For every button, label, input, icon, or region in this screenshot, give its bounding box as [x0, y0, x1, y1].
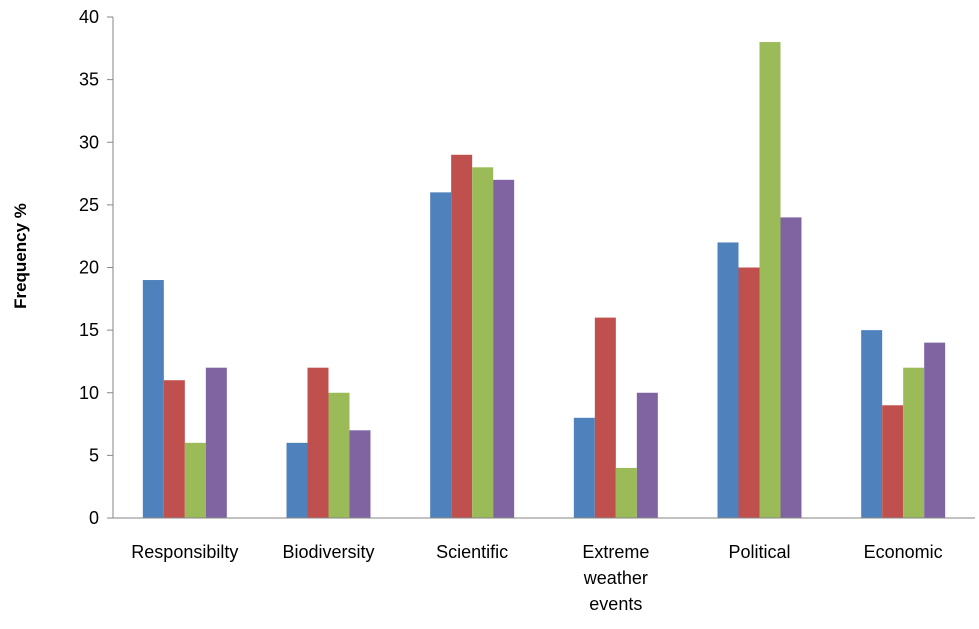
y-tick-label: 25: [79, 195, 99, 215]
x-category-label: Scientific: [436, 542, 508, 562]
x-category-label-line: weather: [583, 568, 648, 588]
bar-series-1-cat-2: [286, 442, 308, 518]
bar-series-3-cat-2: [328, 392, 350, 518]
x-category-label: Extreme weather events: [582, 542, 649, 614]
y-tick-label: 30: [79, 132, 99, 152]
x-category-label-line: Scientific: [436, 542, 508, 562]
bar-series-2-cat-1: [163, 380, 185, 518]
bar-series-1-cat-3: [430, 192, 452, 518]
x-category-label-line: Extreme: [582, 542, 649, 562]
bar-series-2-cat-6: [882, 405, 904, 518]
bar-series-4-cat-3: [493, 179, 515, 518]
bar-series-3-cat-3: [472, 167, 494, 519]
y-tick-label: 15: [79, 320, 99, 340]
bar-series-1-cat-4: [573, 417, 595, 518]
x-category-label-line: Responsibilty: [131, 542, 238, 562]
y-tick-label: 35: [79, 70, 99, 90]
bar-series-2-cat-3: [451, 154, 473, 518]
bar-series-4-cat-1: [205, 367, 227, 518]
y-tick-label: 0: [89, 508, 99, 528]
bar-series-4-cat-4: [636, 392, 658, 518]
x-category-label: Political: [728, 542, 790, 562]
bars: [142, 42, 946, 519]
x-category-label: Economic: [864, 542, 943, 562]
y-axis-ticks: 0 5 10 15 20 25 30 35 40: [79, 7, 113, 528]
y-tick-label: 40: [79, 7, 99, 27]
x-category-label: Biodiversity: [282, 542, 374, 562]
bar-series-2-cat-4: [594, 317, 616, 518]
x-category-label-line: Economic: [864, 542, 943, 562]
bar-series-3-cat-6: [903, 367, 925, 518]
y-axis-label: Frequency %: [11, 203, 30, 309]
bar-series-4-cat-2: [349, 430, 371, 518]
bar-series-4-cat-6: [924, 342, 946, 518]
bar-series-1-cat-1: [142, 280, 164, 518]
bar-series-3-cat-5: [759, 42, 781, 519]
y-tick-label: 20: [79, 258, 99, 278]
bar-series-2-cat-5: [738, 267, 760, 518]
x-category-label-line: events: [589, 594, 642, 614]
y-tick-label: 5: [89, 445, 99, 465]
bar-series-1-cat-6: [861, 330, 883, 518]
x-category-label-line: Political: [728, 542, 790, 562]
y-tick-label: 10: [79, 383, 99, 403]
bar-series-1-cat-5: [717, 242, 739, 518]
bar-series-2-cat-2: [307, 367, 329, 518]
bar-series-3-cat-1: [184, 442, 206, 518]
x-category-label: Responsibilty: [131, 542, 238, 562]
bar-series-4-cat-5: [780, 217, 802, 518]
bar-series-3-cat-4: [615, 467, 637, 518]
x-category-label-line: Biodiversity: [282, 542, 374, 562]
x-axis-labels: Responsibilty Biodiversity Scientific Extre…: [131, 542, 942, 614]
